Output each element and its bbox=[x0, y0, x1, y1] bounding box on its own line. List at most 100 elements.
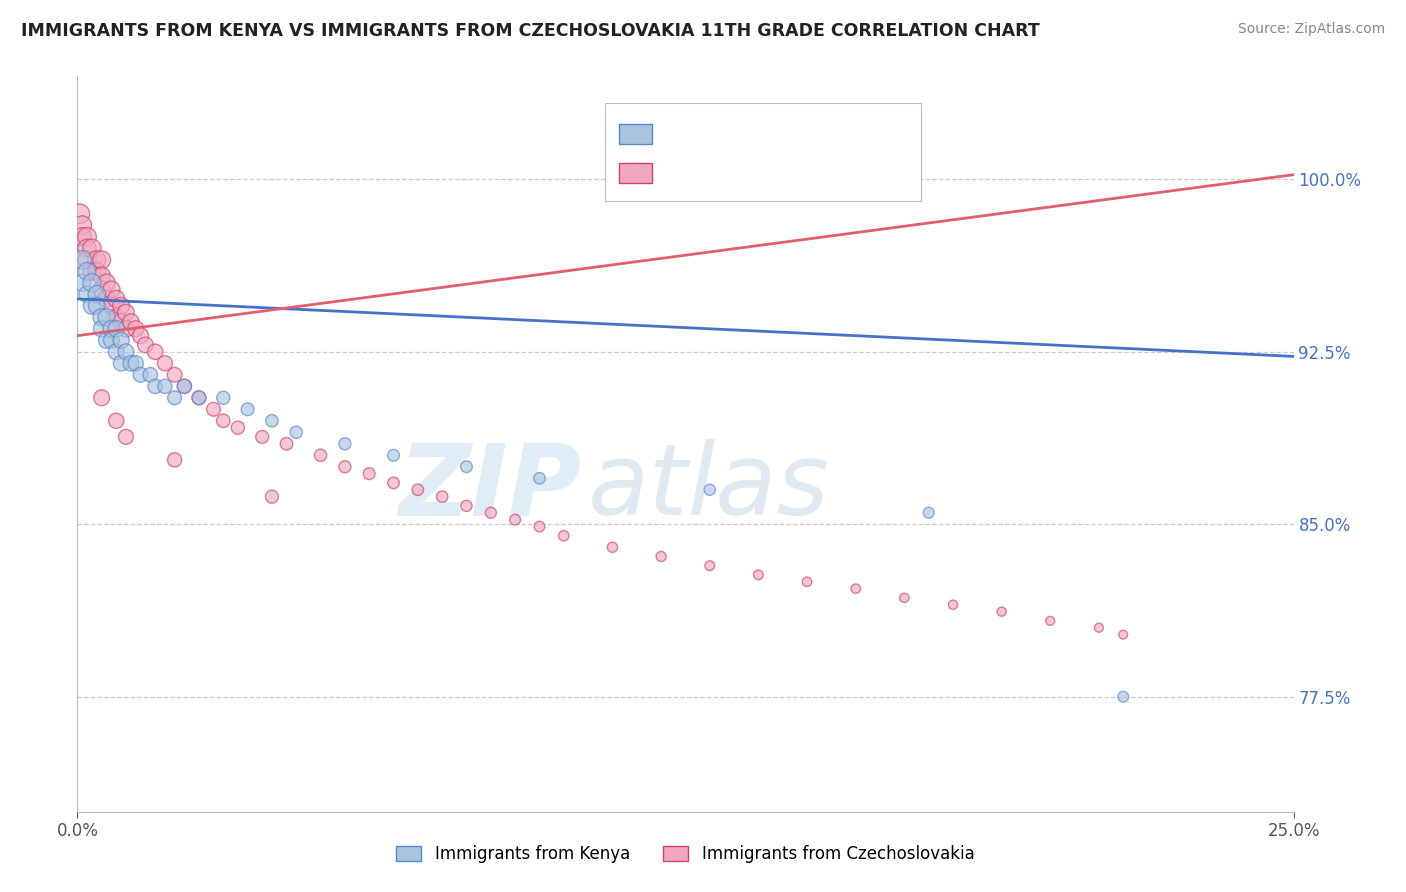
Point bbox=[796, 574, 818, 589]
Point bbox=[699, 558, 721, 573]
Point bbox=[202, 402, 225, 417]
Point bbox=[110, 333, 132, 347]
Point bbox=[105, 344, 128, 359]
Point bbox=[110, 299, 132, 313]
Text: Source: ZipAtlas.com: Source: ZipAtlas.com bbox=[1237, 22, 1385, 37]
Point bbox=[70, 229, 93, 244]
Point bbox=[650, 549, 672, 564]
Point bbox=[276, 436, 298, 450]
Point bbox=[143, 344, 166, 359]
Point bbox=[747, 567, 769, 582]
Point bbox=[115, 322, 138, 336]
Point bbox=[285, 425, 308, 440]
Point bbox=[553, 529, 575, 543]
Text: R =: R = bbox=[658, 163, 695, 181]
Point bbox=[163, 453, 186, 467]
Point bbox=[333, 436, 356, 450]
Point bbox=[163, 391, 186, 405]
Point bbox=[134, 338, 156, 352]
Text: 65: 65 bbox=[794, 163, 817, 181]
Point bbox=[382, 448, 405, 462]
Point bbox=[382, 475, 405, 490]
Point bbox=[90, 310, 112, 325]
Point bbox=[456, 499, 478, 513]
Point bbox=[90, 391, 112, 405]
Point bbox=[125, 322, 148, 336]
Text: atlas: atlas bbox=[588, 440, 830, 536]
Point bbox=[359, 467, 381, 481]
Point bbox=[188, 391, 211, 405]
Point bbox=[406, 483, 429, 497]
Point bbox=[212, 414, 235, 428]
Point bbox=[70, 219, 93, 233]
Point bbox=[602, 541, 624, 555]
Point bbox=[76, 229, 98, 244]
Point bbox=[125, 356, 148, 370]
Point bbox=[120, 315, 142, 329]
Point bbox=[86, 252, 108, 267]
Point bbox=[120, 356, 142, 370]
Point bbox=[529, 519, 551, 533]
Point bbox=[456, 459, 478, 474]
Point bbox=[90, 283, 112, 297]
Text: -0.158: -0.158 bbox=[700, 124, 759, 142]
Point bbox=[529, 471, 551, 485]
Point bbox=[173, 379, 195, 393]
Point bbox=[90, 322, 112, 336]
Point bbox=[86, 287, 108, 301]
Text: ZIP: ZIP bbox=[399, 440, 582, 536]
Point bbox=[1039, 614, 1062, 628]
Point bbox=[845, 582, 868, 596]
Point bbox=[86, 264, 108, 278]
Point bbox=[105, 322, 128, 336]
Point bbox=[188, 391, 211, 405]
Text: N =: N = bbox=[759, 163, 796, 181]
Point bbox=[100, 333, 122, 347]
Point bbox=[70, 276, 93, 290]
Point bbox=[1088, 621, 1111, 635]
Point bbox=[96, 292, 118, 306]
Point bbox=[105, 310, 128, 325]
Point bbox=[129, 328, 152, 343]
Point bbox=[129, 368, 152, 382]
Point bbox=[90, 268, 112, 283]
Point bbox=[1112, 627, 1135, 641]
Point bbox=[236, 402, 259, 417]
Point bbox=[699, 483, 721, 497]
Point bbox=[153, 356, 176, 370]
Point bbox=[115, 344, 138, 359]
Point bbox=[115, 306, 138, 320]
Legend: Immigrants from Kenya, Immigrants from Czechoslovakia: Immigrants from Kenya, Immigrants from C… bbox=[389, 838, 981, 870]
Point bbox=[163, 368, 186, 382]
Point bbox=[69, 207, 91, 221]
Point bbox=[76, 241, 98, 255]
Point bbox=[1112, 690, 1135, 704]
Point bbox=[479, 506, 502, 520]
Point bbox=[105, 414, 128, 428]
Point bbox=[80, 276, 103, 290]
Text: R =: R = bbox=[658, 124, 695, 142]
Point bbox=[80, 241, 103, 255]
Point bbox=[918, 506, 941, 520]
Text: 0.311: 0.311 bbox=[700, 163, 752, 181]
Point bbox=[80, 299, 103, 313]
Point bbox=[96, 333, 118, 347]
Point bbox=[105, 292, 128, 306]
Point bbox=[143, 379, 166, 393]
Point bbox=[86, 299, 108, 313]
Point bbox=[260, 490, 283, 504]
Point bbox=[110, 356, 132, 370]
Point bbox=[100, 299, 122, 313]
Point bbox=[893, 591, 915, 605]
Point bbox=[115, 430, 138, 444]
Point bbox=[990, 605, 1012, 619]
Point bbox=[139, 368, 162, 382]
Point bbox=[226, 420, 249, 434]
Point bbox=[430, 490, 453, 504]
Text: N =: N = bbox=[759, 124, 796, 142]
Point bbox=[100, 283, 122, 297]
Point bbox=[153, 379, 176, 393]
Point bbox=[503, 513, 526, 527]
Point bbox=[212, 391, 235, 405]
Text: IMMIGRANTS FROM KENYA VS IMMIGRANTS FROM CZECHOSLOVAKIA 11TH GRADE CORRELATION C: IMMIGRANTS FROM KENYA VS IMMIGRANTS FROM… bbox=[21, 22, 1040, 40]
